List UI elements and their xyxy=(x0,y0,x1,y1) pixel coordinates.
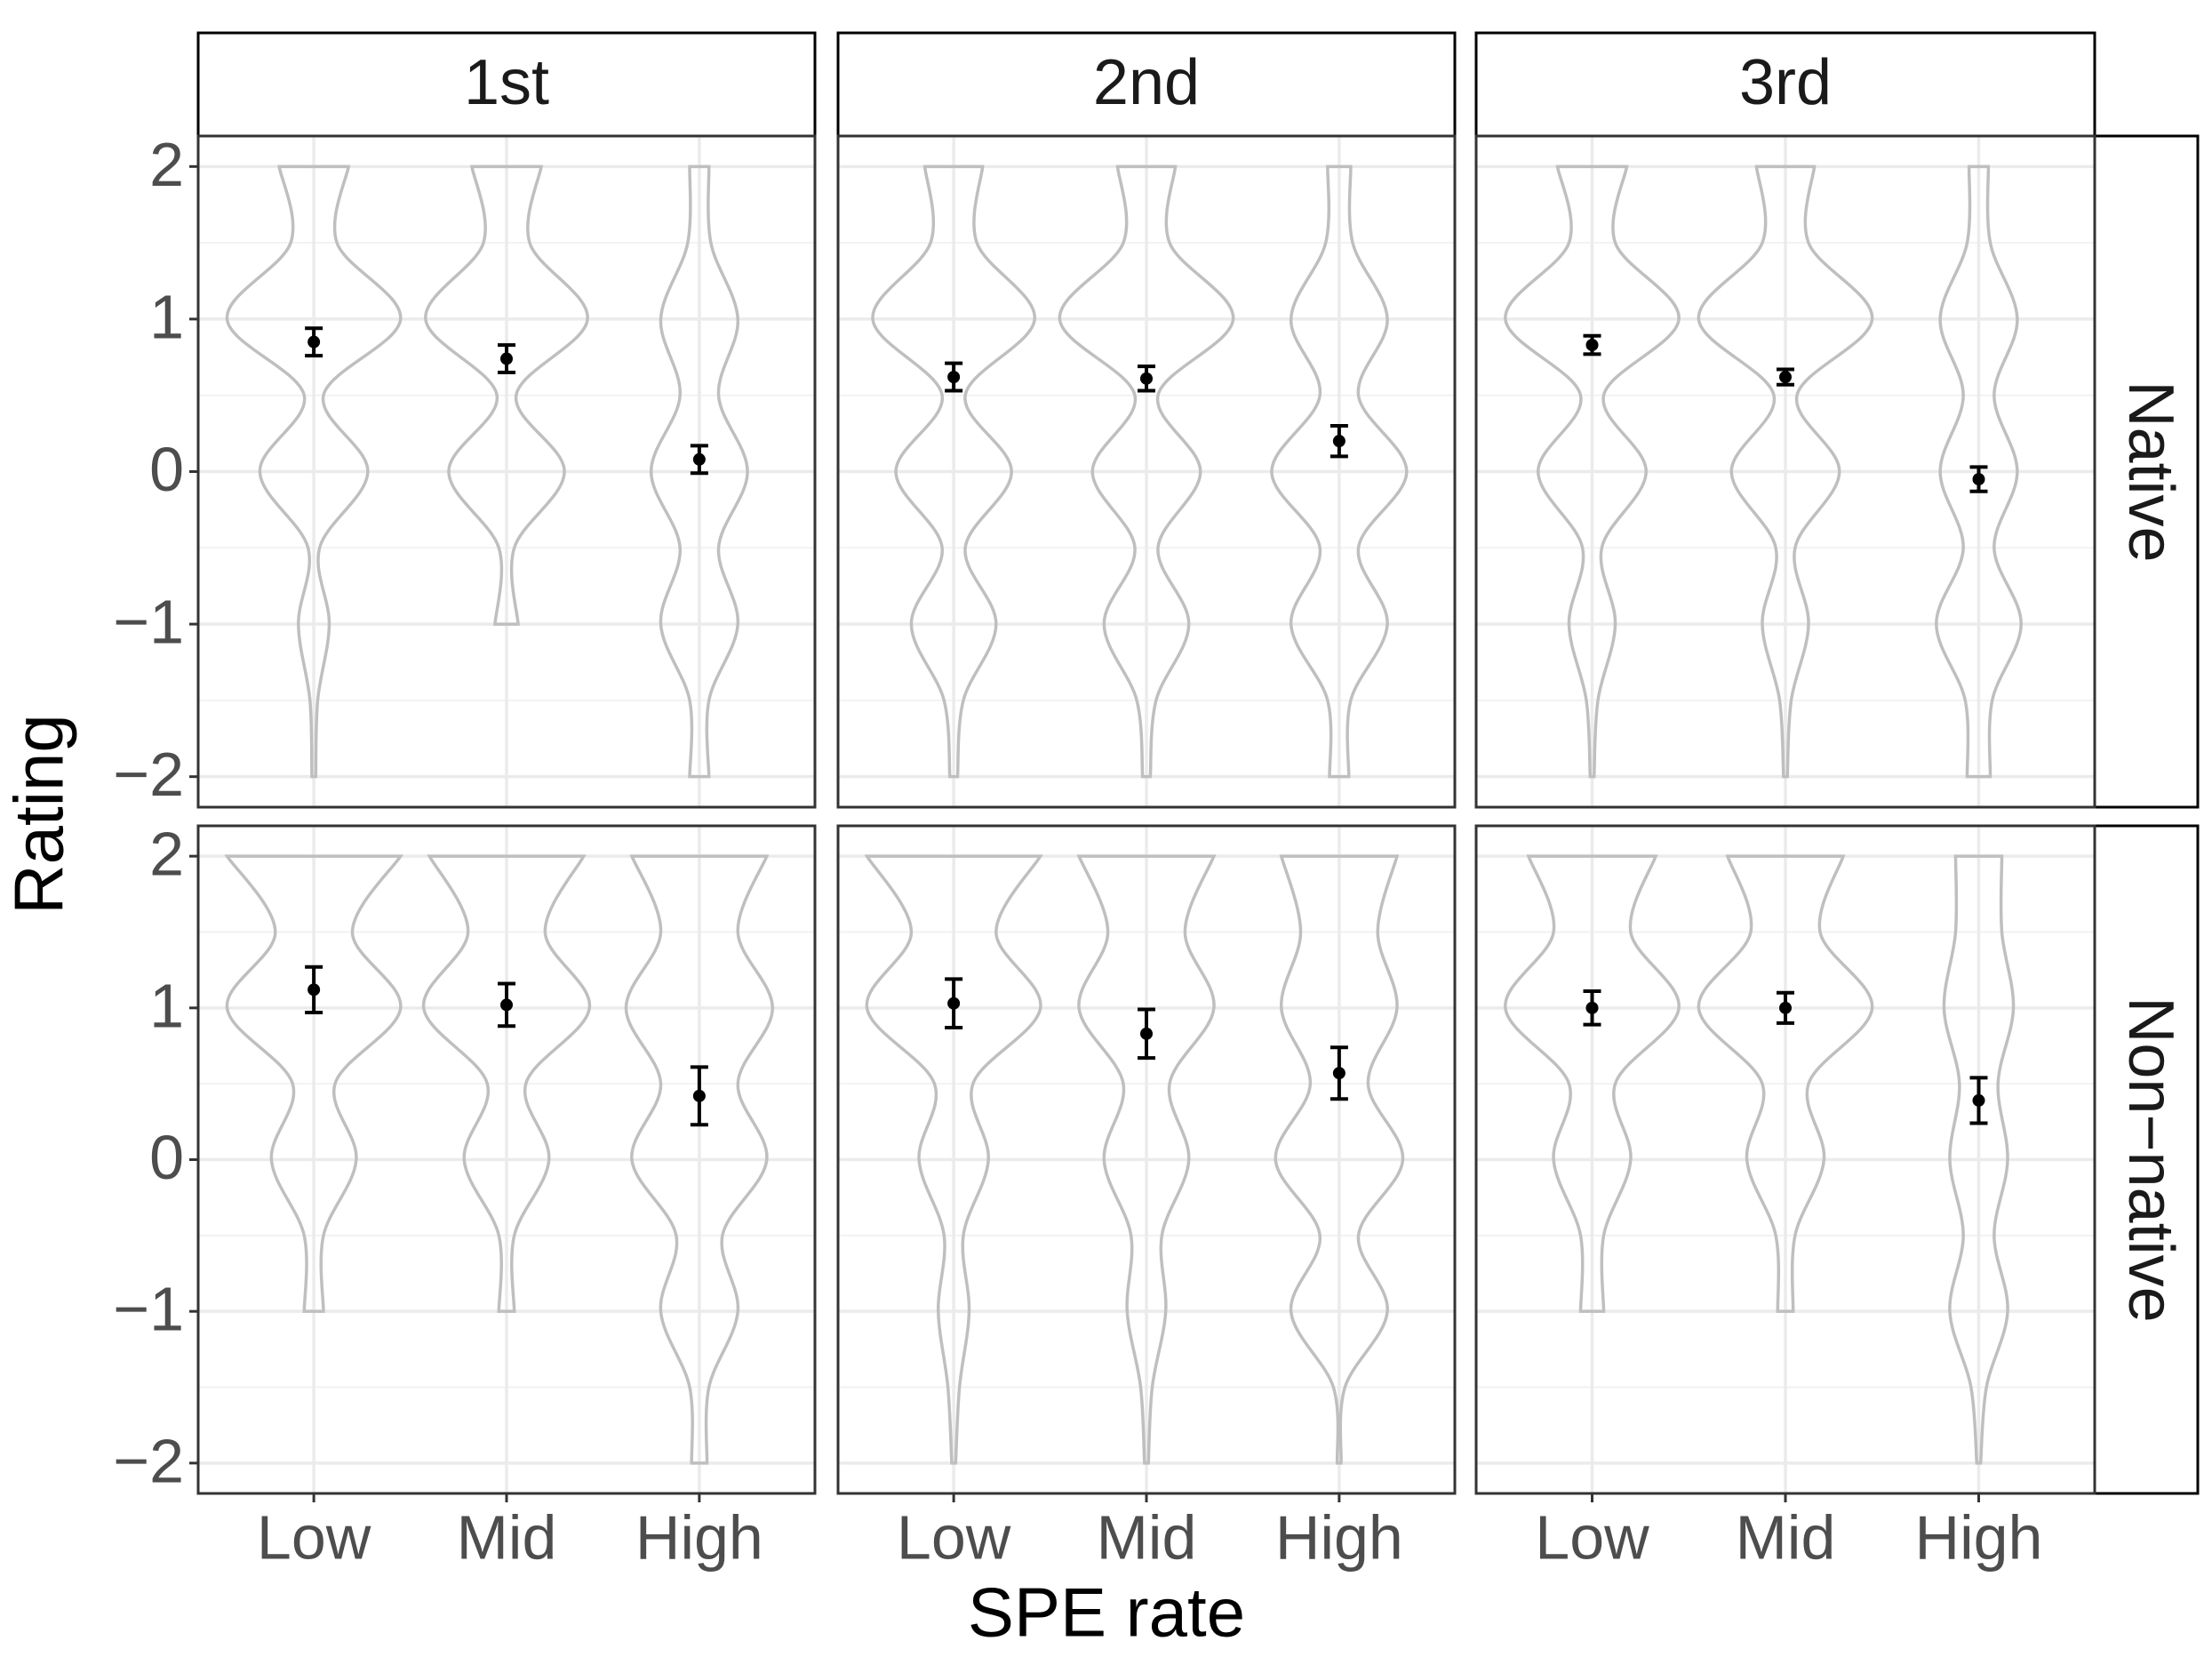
x-tick-label: Mid xyxy=(1736,1502,1836,1572)
mean-point xyxy=(692,1089,706,1102)
x-tick-label: Low xyxy=(257,1502,371,1572)
column-strip xyxy=(836,31,1457,138)
y-tick-label: 1 xyxy=(149,971,184,1040)
row-strip-label: Non−native xyxy=(2115,997,2186,1322)
violin xyxy=(1274,854,1405,1465)
mean-point xyxy=(1140,1027,1153,1040)
violin xyxy=(1697,854,1874,1313)
panel xyxy=(198,826,815,1493)
violin xyxy=(225,164,403,779)
y-tick-label: 1 xyxy=(149,282,184,351)
panel-border xyxy=(836,824,1457,1495)
mean-point xyxy=(692,452,706,466)
y-tick-label: 2 xyxy=(149,820,184,889)
violin xyxy=(871,164,1036,779)
column-strip-label: 1st xyxy=(464,47,549,118)
mean-point xyxy=(947,371,961,384)
panel-border xyxy=(1474,824,2096,1495)
x-tick-label: High xyxy=(1275,1502,1403,1572)
panel xyxy=(838,826,1455,1493)
mean-point xyxy=(1972,473,1985,486)
column-strip-label: 3rd xyxy=(1739,47,1832,118)
y-tick-label: −1 xyxy=(113,1275,184,1344)
mean-point xyxy=(500,352,513,365)
violin xyxy=(424,164,589,626)
mean-point xyxy=(1972,1093,1985,1107)
mean-point xyxy=(500,998,513,1012)
violin xyxy=(1504,854,1681,1313)
y-tick-label: 0 xyxy=(149,435,184,504)
violin xyxy=(224,854,403,1313)
y-axis-title: Rating xyxy=(0,714,78,914)
violin xyxy=(1935,164,2023,779)
violin xyxy=(649,164,749,779)
y-tick-label: 0 xyxy=(149,1123,184,1192)
x-axis-title: SPE rate xyxy=(968,1573,1245,1652)
panel xyxy=(198,136,815,807)
mean-point xyxy=(307,983,321,997)
panel xyxy=(838,136,1455,807)
panel-border xyxy=(1474,134,2096,809)
column-strip xyxy=(196,31,817,138)
violin xyxy=(1058,164,1235,779)
mean-point xyxy=(947,997,961,1010)
x-tick-label: High xyxy=(635,1502,763,1572)
violin xyxy=(864,854,1043,1465)
violin xyxy=(1076,854,1217,1465)
row-strip-label: Native xyxy=(2115,380,2186,562)
mean-point xyxy=(1332,435,1346,448)
mean-point xyxy=(1779,371,1792,384)
mean-point xyxy=(1779,1001,1792,1014)
violin xyxy=(1697,164,1874,779)
mean-point xyxy=(307,335,321,348)
violin xyxy=(1270,164,1409,779)
mean-point xyxy=(1332,1067,1346,1080)
row-strip xyxy=(2093,824,2200,1495)
violin xyxy=(421,854,592,1313)
y-tick-label: −2 xyxy=(113,740,184,809)
column-strip xyxy=(1474,31,2096,138)
y-tick-label: −2 xyxy=(113,1426,184,1495)
panel xyxy=(1476,136,2095,807)
y-tick-label: 2 xyxy=(149,130,184,199)
mean-point xyxy=(1585,339,1599,352)
x-tick-label: Low xyxy=(897,1502,1011,1572)
panel-border xyxy=(196,134,817,809)
violin xyxy=(624,854,775,1465)
violin xyxy=(1942,854,2016,1465)
x-tick-label: Mid xyxy=(1097,1502,1197,1572)
x-tick-label: High xyxy=(1915,1502,2043,1572)
x-tick-label: Low xyxy=(1535,1502,1649,1572)
y-tick-label: −1 xyxy=(113,588,184,657)
row-strip xyxy=(2093,134,2200,809)
mean-point xyxy=(1585,1001,1599,1014)
violin xyxy=(1504,164,1681,779)
panel-border xyxy=(836,134,1457,809)
x-tick-label: Mid xyxy=(457,1502,557,1572)
panel-border xyxy=(196,824,817,1495)
panel xyxy=(1476,826,2095,1493)
column-strip-label: 2nd xyxy=(1093,47,1200,118)
mean-point xyxy=(1140,372,1153,385)
